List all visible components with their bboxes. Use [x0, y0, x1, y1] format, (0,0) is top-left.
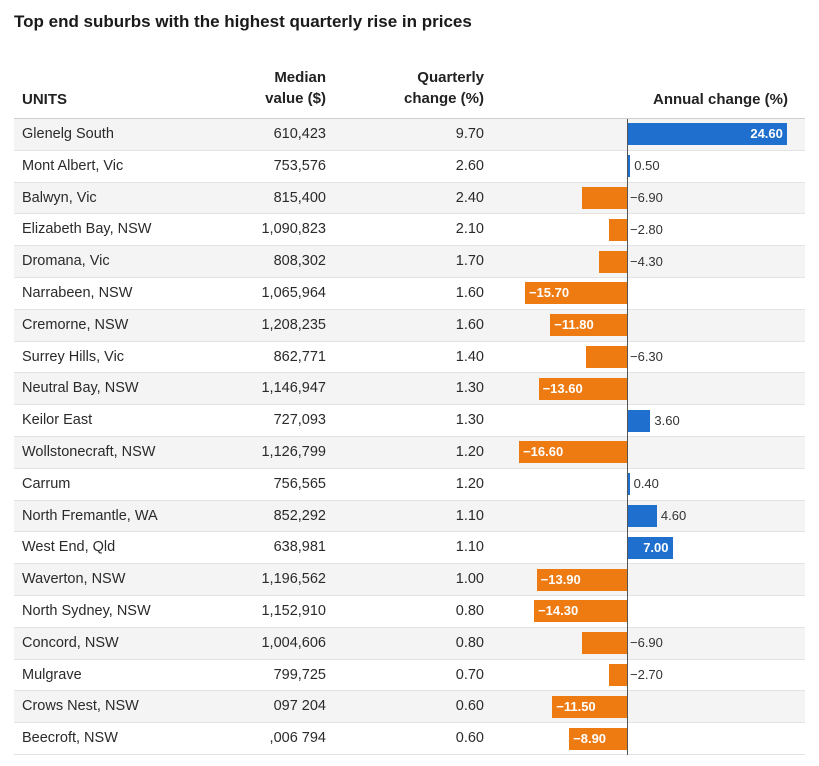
quarterly-change-cell: 2.40 — [455, 189, 484, 206]
quarterly-change-cell: 1.00 — [455, 571, 484, 588]
header-quarterly-change: Quarterly change (%) — [360, 67, 484, 109]
table-row: Waverton, NSW 1,196,562 1.00 — [14, 564, 805, 596]
median-value-cell: 638,981 — [273, 539, 326, 556]
median-value-cell: 610,423 — [273, 126, 326, 142]
data-table: Glenelg South 610,423 9.70 Mont Albert, Vic… — [14, 119, 805, 755]
header-median-line-2: value ($) — [265, 90, 326, 107]
median-value-cell: 1,196,562 — [261, 571, 326, 588]
table-row: Keilor East 727,093 1.30 — [14, 405, 805, 437]
suburb-cell: West End, Qld — [22, 539, 116, 556]
table-row: Surrey Hills, Vic 862,771 1.40 — [14, 342, 805, 374]
median-value-cell: 808,302 — [273, 253, 326, 270]
quarterly-change-cell: 9.70 — [455, 126, 484, 142]
suburb-cell: Crows Nest, NSW — [22, 698, 139, 715]
quarterly-change-cell: 0.80 — [455, 602, 484, 619]
table-row: Neutral Bay, NSW 1,146,947 1.30 — [14, 373, 805, 406]
table-row: Wollstonecraft, NSW 1,126,799 1.20 — [14, 436, 805, 469]
suburb-cell: Waverton, NSW — [22, 571, 126, 588]
median-value-cell: 1,090,823 — [261, 221, 326, 238]
quarterly-change-cell: 2.10 — [455, 221, 484, 238]
suburb-cell: North Fremantle, WA — [22, 507, 158, 524]
quarterly-change-cell: 0.80 — [455, 634, 484, 651]
suburb-cell: Balwyn, Vic — [22, 189, 97, 206]
median-value-cell: 097 204 — [273, 698, 326, 715]
chart-title: Top end suburbs with the highest quarter… — [14, 12, 472, 31]
table-row: Balwyn, Vic 815,400 2.40 — [14, 182, 805, 215]
quarterly-change-cell: 1.60 — [455, 284, 484, 301]
suburb-cell: Mont Albert, Vic — [22, 157, 124, 174]
suburb-cell: Keilor East — [22, 412, 93, 429]
median-value-cell: 799,725 — [273, 666, 326, 683]
header-median-value: Median value ($) — [210, 67, 326, 109]
quarterly-change-cell: 1.10 — [455, 507, 484, 524]
suburb-cell: Wollstonecraft, NSW — [22, 443, 156, 460]
quarterly-change-cell: 1.70 — [455, 253, 484, 270]
quarterly-change-cell: 1.10 — [455, 539, 484, 556]
median-value-cell: 815,400 — [273, 189, 326, 206]
suburb-cell: Surrey Hills, Vic — [22, 348, 125, 365]
suburb-cell: Beecroft, NSW — [22, 730, 118, 747]
quarterly-change-cell: 1.30 — [455, 380, 484, 397]
header-quarterly-line-2: change (%) — [403, 90, 484, 107]
median-value-cell: 1,065,964 — [261, 284, 326, 301]
quarterly-change-cell: 1.20 — [455, 443, 484, 460]
quarterly-change-cell: 1.40 — [455, 348, 484, 365]
table-row: Beecroft, NSW ,006 794 0.60 — [14, 723, 805, 755]
table-row: West End, Qld 638,981 1.10 — [14, 532, 805, 565]
quarterly-change-cell: 0.60 — [455, 698, 484, 715]
header-divider — [14, 118, 805, 119]
table-row: North Sydney, NSW 1,152,910 0.80 — [14, 596, 805, 628]
quarterly-change-cell: 1.60 — [455, 316, 484, 333]
table-row: Elizabeth Bay, NSW 1,090,823 2.10 — [14, 214, 805, 247]
suburb-cell: Concord, NSW — [22, 634, 119, 651]
header-quarterly-line-1: Quarterly — [417, 69, 484, 86]
median-value-cell: 1,126,799 — [261, 443, 326, 460]
header-annual-change: Annual change (%) — [652, 91, 788, 108]
median-value-cell: 852,292 — [273, 507, 326, 524]
table-row: Concord, NSW 1,004,606 0.80 — [14, 627, 805, 660]
suburb-cell: Cremorne, NSW — [22, 316, 129, 333]
header-median-line-1: Median — [274, 69, 326, 86]
suburb-cell: Neutral Bay, NSW — [22, 380, 139, 397]
suburb-cell: North Sydney, NSW — [22, 602, 151, 619]
quarterly-change-cell: 1.30 — [455, 412, 484, 429]
suburb-cell: Carrum — [22, 475, 71, 492]
table-row: Dromana, Vic 808,302 1.70 — [14, 246, 805, 278]
median-value-cell: ,006 794 — [269, 730, 326, 747]
table-row: Narrabeen, NSW 1,065,964 1.60 — [14, 278, 805, 310]
suburb-cell: Elizabeth Bay, NSW — [22, 221, 152, 238]
table-row: Glenelg South 610,423 9.70 — [14, 119, 805, 151]
suburb-cell: Dromana, Vic — [22, 253, 110, 270]
table-row: Mont Albert, Vic 753,576 2.60 — [14, 151, 805, 183]
table-row: Crows Nest, NSW 097 204 0.60 — [14, 691, 805, 724]
quarterly-change-cell: 2.60 — [455, 157, 484, 174]
median-value-cell: 1,004,606 — [261, 634, 326, 651]
median-value-cell: 1,146,947 — [261, 380, 326, 397]
median-value-cell: 862,771 — [273, 348, 326, 365]
table-row: Carrum 756,565 1.20 — [14, 469, 805, 501]
header-units: UNITS — [22, 91, 67, 108]
table-row: Cremorne, NSW 1,208,235 1.60 — [14, 309, 805, 342]
suburb-cell: Narrabeen, NSW — [22, 284, 133, 301]
median-value-cell: 727,093 — [273, 412, 326, 429]
median-value-cell: 753,576 — [273, 157, 326, 174]
suburb-cell: Mulgrave — [22, 666, 82, 683]
table-row: Mulgrave 799,725 0.70 — [14, 660, 805, 692]
suburb-cell: Glenelg South — [22, 126, 114, 142]
table-row: North Fremantle, WA 852,292 1.10 — [14, 500, 805, 533]
median-value-cell: 1,152,910 — [261, 602, 326, 619]
median-value-cell: 756,565 — [273, 475, 326, 492]
quarterly-change-cell: 0.60 — [455, 730, 484, 747]
median-value-cell: 1,208,235 — [261, 316, 326, 333]
quarterly-change-cell: 0.70 — [455, 666, 484, 683]
quarterly-change-cell: 1.20 — [455, 475, 484, 492]
